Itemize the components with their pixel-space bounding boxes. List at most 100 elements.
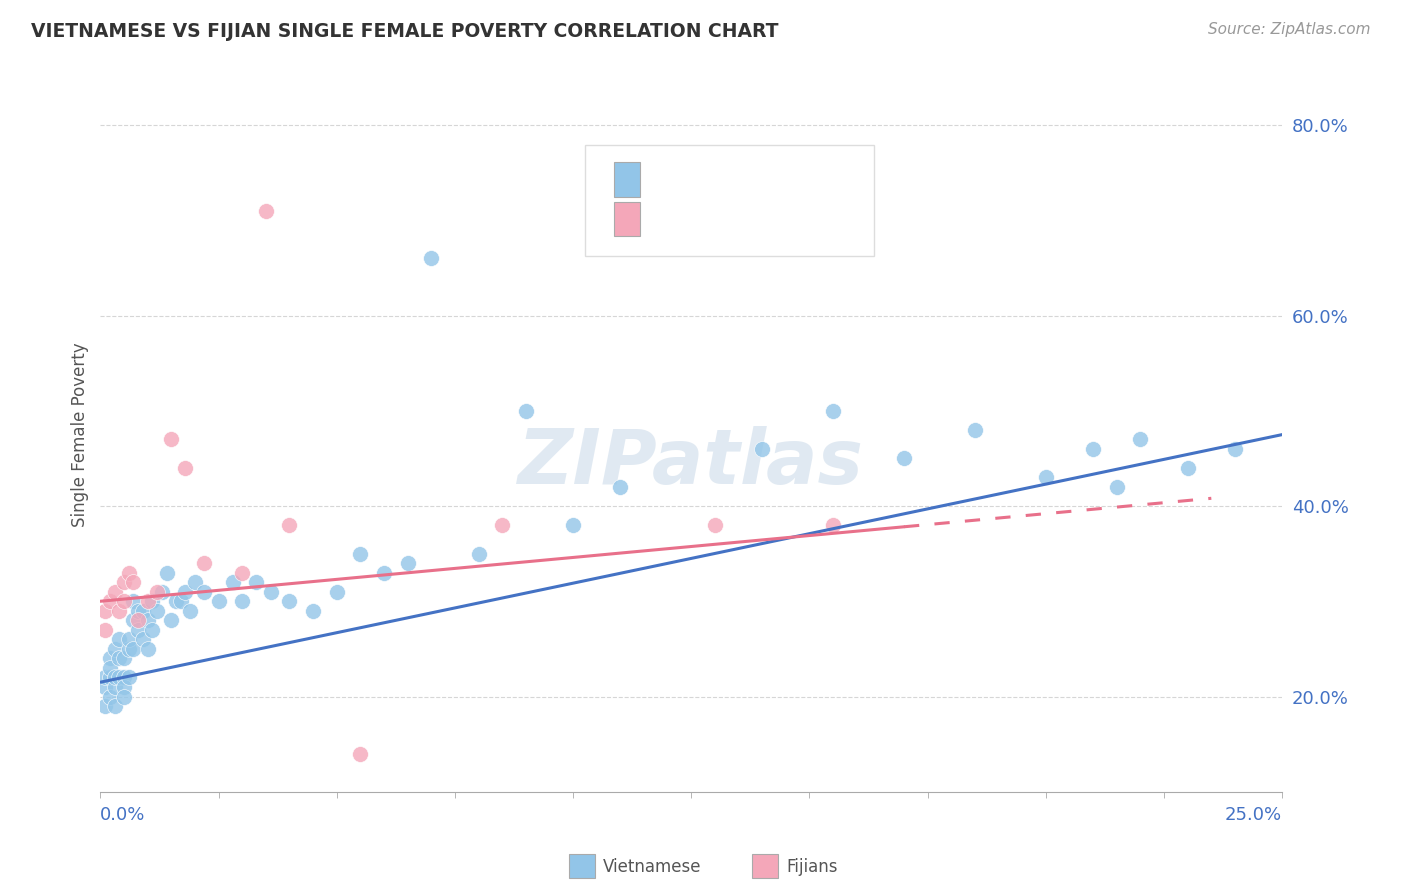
Point bbox=[278, 594, 301, 608]
Point bbox=[278, 518, 301, 533]
Point bbox=[112, 651, 135, 665]
FancyBboxPatch shape bbox=[585, 145, 875, 256]
Point bbox=[127, 604, 149, 618]
Point bbox=[562, 518, 585, 533]
Point bbox=[146, 604, 169, 618]
Point bbox=[103, 670, 125, 684]
Point bbox=[259, 584, 281, 599]
Point bbox=[373, 566, 395, 580]
Point bbox=[94, 680, 117, 694]
Point bbox=[193, 556, 215, 570]
Point bbox=[703, 518, 725, 533]
Point bbox=[122, 594, 145, 608]
Point bbox=[108, 670, 131, 684]
Text: 25.0%: 25.0% bbox=[1225, 806, 1282, 824]
Point bbox=[98, 690, 121, 704]
Text: VIETNAMESE VS FIJIAN SINGLE FEMALE POVERTY CORRELATION CHART: VIETNAMESE VS FIJIAN SINGLE FEMALE POVER… bbox=[31, 22, 779, 41]
Point bbox=[98, 651, 121, 665]
Point bbox=[141, 623, 163, 637]
Point bbox=[127, 613, 149, 627]
Text: Source: ZipAtlas.com: Source: ZipAtlas.com bbox=[1208, 22, 1371, 37]
Point bbox=[222, 575, 245, 590]
Y-axis label: Single Female Poverty: Single Female Poverty bbox=[72, 343, 89, 527]
Point bbox=[103, 699, 125, 714]
Point bbox=[108, 604, 131, 618]
Point bbox=[118, 670, 141, 684]
Point bbox=[1035, 470, 1057, 484]
Text: Fijians: Fijians bbox=[786, 858, 838, 876]
Text: 0.0%: 0.0% bbox=[100, 806, 146, 824]
Point bbox=[94, 699, 117, 714]
Text: ZIPatlas: ZIPatlas bbox=[519, 426, 865, 500]
Point bbox=[467, 547, 489, 561]
Point bbox=[146, 584, 169, 599]
Point bbox=[170, 594, 193, 608]
Text: R = 0.417   N = 69: R = 0.417 N = 69 bbox=[655, 170, 820, 188]
Point bbox=[823, 518, 845, 533]
Point bbox=[112, 575, 135, 590]
Point bbox=[963, 423, 986, 437]
Point bbox=[118, 566, 141, 580]
Point bbox=[136, 641, 159, 656]
Point bbox=[136, 613, 159, 627]
Point bbox=[193, 584, 215, 599]
Point bbox=[325, 584, 347, 599]
Point bbox=[207, 594, 229, 608]
Point bbox=[1105, 480, 1128, 494]
FancyBboxPatch shape bbox=[614, 162, 641, 197]
Point bbox=[1129, 433, 1152, 447]
Point bbox=[98, 661, 121, 675]
Point bbox=[231, 566, 253, 580]
Point bbox=[609, 480, 631, 494]
Point bbox=[132, 632, 155, 647]
Point bbox=[823, 404, 845, 418]
Point bbox=[155, 566, 177, 580]
Point bbox=[112, 690, 135, 704]
FancyBboxPatch shape bbox=[614, 202, 641, 236]
Point bbox=[94, 670, 117, 684]
Point bbox=[245, 575, 267, 590]
Point bbox=[108, 632, 131, 647]
Text: Vietnamese: Vietnamese bbox=[603, 858, 702, 876]
Point bbox=[127, 623, 149, 637]
Point bbox=[254, 203, 277, 218]
Point bbox=[112, 670, 135, 684]
Point bbox=[160, 613, 183, 627]
Point bbox=[751, 442, 773, 456]
Point bbox=[184, 575, 207, 590]
Point bbox=[118, 641, 141, 656]
Point bbox=[165, 594, 187, 608]
Point bbox=[515, 404, 537, 418]
Point bbox=[98, 670, 121, 684]
Text: R = 0.239   N = 22: R = 0.239 N = 22 bbox=[655, 210, 820, 227]
Point bbox=[1177, 461, 1199, 475]
Point bbox=[122, 613, 145, 627]
Point bbox=[103, 641, 125, 656]
Point bbox=[174, 584, 197, 599]
Point bbox=[657, 232, 679, 246]
Point bbox=[122, 641, 145, 656]
Point bbox=[94, 623, 117, 637]
Point bbox=[150, 584, 173, 599]
Point bbox=[396, 556, 419, 570]
Point bbox=[112, 680, 135, 694]
Point bbox=[112, 594, 135, 608]
Point bbox=[231, 594, 253, 608]
Point bbox=[136, 594, 159, 608]
Point bbox=[98, 594, 121, 608]
Point bbox=[94, 604, 117, 618]
Point bbox=[103, 680, 125, 694]
Point bbox=[118, 632, 141, 647]
Point bbox=[103, 584, 125, 599]
Point bbox=[179, 604, 201, 618]
Point bbox=[141, 594, 163, 608]
Point bbox=[349, 547, 371, 561]
Point bbox=[132, 604, 155, 618]
Point bbox=[160, 433, 183, 447]
Point bbox=[122, 575, 145, 590]
Point bbox=[1223, 442, 1246, 456]
Point bbox=[302, 604, 325, 618]
Point bbox=[420, 252, 443, 266]
Point bbox=[1081, 442, 1104, 456]
Point bbox=[349, 747, 371, 761]
